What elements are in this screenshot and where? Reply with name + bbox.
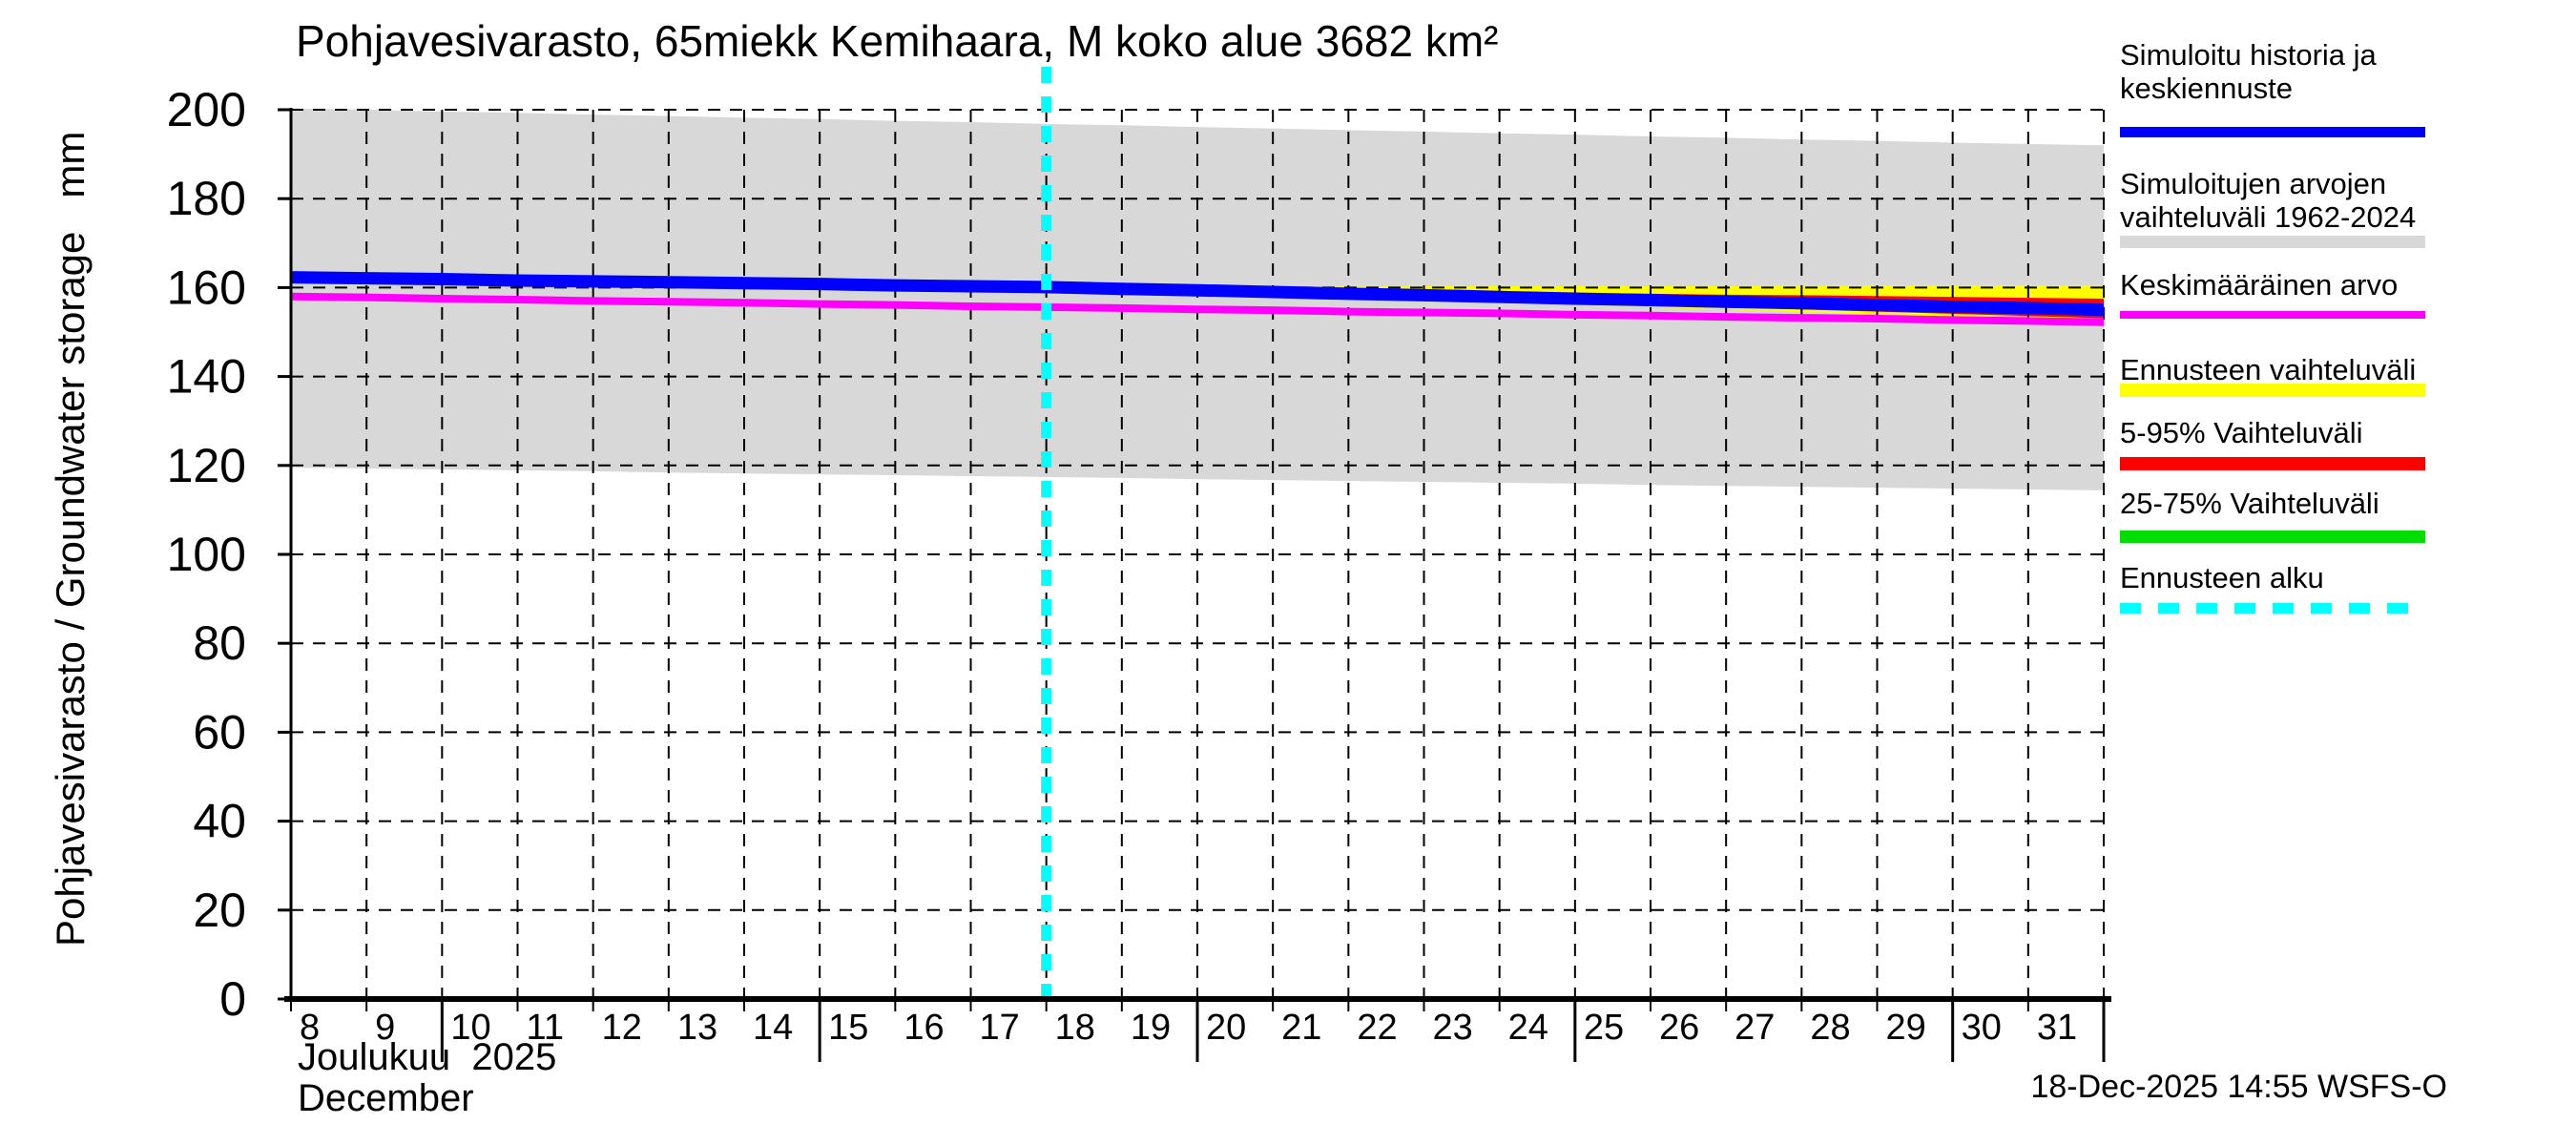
x-tick-label-18: 18 bbox=[1055, 1008, 1095, 1048]
x-tick-label-12: 12 bbox=[602, 1008, 642, 1048]
x-tick-label-11: 11 bbox=[527, 1008, 564, 1048]
x-tick-label-31: 31 bbox=[2037, 1008, 2077, 1048]
legend-swatch-3 bbox=[2120, 384, 2425, 397]
legend-swatch-0 bbox=[2120, 127, 2425, 137]
legend-swatch-2 bbox=[2120, 311, 2425, 319]
y-tick-label-100: 100 bbox=[167, 528, 246, 581]
x-tick-label-23: 23 bbox=[1433, 1008, 1473, 1048]
x-tick-label-22: 22 bbox=[1357, 1008, 1397, 1048]
legend-label-3: Ennusteen vaihteluväli bbox=[2120, 353, 2417, 386]
median-forecast-line bbox=[290, 271, 2105, 317]
legend-label-2: Keskimääräinen arvo bbox=[2120, 268, 2399, 302]
legend-swatch-6 bbox=[2120, 603, 2425, 614]
legend-label-6: Ennusteen alku bbox=[2120, 561, 2324, 594]
legend-label-0: Simuloitu historia ja keskiennuste bbox=[2120, 38, 2377, 105]
x-tick-label-10: 10 bbox=[450, 1008, 490, 1048]
chart-title: Pohjavesivarasto, 65miekk Kemihaara, M k… bbox=[296, 16, 1499, 66]
x-tick-label-28: 28 bbox=[1810, 1008, 1850, 1048]
x-axis-label-month-en: December bbox=[298, 1077, 474, 1119]
x-tick-label-24: 24 bbox=[1508, 1008, 1548, 1048]
y-tick-label-60: 60 bbox=[193, 705, 246, 759]
legend-swatch-4 bbox=[2120, 457, 2425, 470]
y-tick-label-180: 180 bbox=[167, 172, 246, 225]
x-tick-label-20: 20 bbox=[1206, 1008, 1246, 1048]
y-tick-label-200: 200 bbox=[167, 83, 246, 136]
legend-swatch-1 bbox=[2120, 236, 2425, 248]
x-axis-label-month-fi: Joulukuu 2025 bbox=[298, 1036, 557, 1078]
x-tick-label-25: 25 bbox=[1584, 1008, 1624, 1048]
legend-label-5: 25-75% Vaihteluväli bbox=[2120, 487, 2379, 520]
plot-timestamp: 18-Dec-2025 14:55 WSFS-O bbox=[2030, 1069, 2447, 1105]
legend-swatch-5 bbox=[2120, 531, 2425, 543]
x-tick-label-30: 30 bbox=[1962, 1008, 2002, 1048]
x-tick-label-15: 15 bbox=[828, 1008, 868, 1048]
x-tick-label-21: 21 bbox=[1281, 1008, 1321, 1048]
y-tick-label-140: 140 bbox=[167, 350, 246, 404]
legend-label-4: 5-95% Vaihteluväli bbox=[2120, 416, 2363, 449]
x-tick-label-8: 8 bbox=[300, 1008, 320, 1048]
x-tick-label-29: 29 bbox=[1886, 1008, 1926, 1048]
x-tick-label-16: 16 bbox=[904, 1008, 944, 1048]
y-tick-label-40: 40 bbox=[193, 795, 246, 848]
x-tick-label-9: 9 bbox=[375, 1008, 395, 1048]
mean-value-line bbox=[290, 292, 2105, 326]
x-tick-label-13: 13 bbox=[677, 1008, 717, 1048]
y-tick-label-0: 0 bbox=[219, 972, 246, 1026]
x-tick-label-27: 27 bbox=[1735, 1008, 1775, 1048]
x-tick-label-14: 14 bbox=[753, 1008, 793, 1048]
x-tick-label-26: 26 bbox=[1659, 1008, 1699, 1048]
y-tick-label-80: 80 bbox=[193, 616, 246, 670]
y-tick-label-120: 120 bbox=[167, 439, 246, 492]
y-tick-label-160: 160 bbox=[167, 260, 246, 314]
y-tick-label-20: 20 bbox=[193, 884, 246, 937]
legend-label-1: Simuloitujen arvojen vaihteluväli 1962-2… bbox=[2120, 167, 2417, 234]
x-tick-label-17: 17 bbox=[980, 1008, 1020, 1048]
x-tick-label-19: 19 bbox=[1131, 1008, 1171, 1048]
